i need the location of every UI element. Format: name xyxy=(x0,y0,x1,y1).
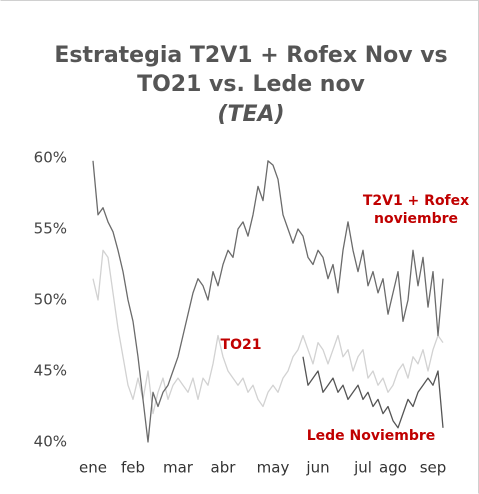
chart-title: Estrategia T2V1 + Rofex Nov vs xyxy=(54,43,447,68)
y-tick-label: 40% xyxy=(34,433,67,451)
series-label: T2V1 + Rofex noviembre xyxy=(362,193,470,227)
x-tick-label: feb xyxy=(121,459,145,477)
x-tick-label: ene xyxy=(79,459,107,477)
x-tick-label: jul xyxy=(353,459,372,477)
y-tick-label: 45% xyxy=(34,362,67,380)
series-label: TO21 xyxy=(220,337,262,353)
x-tick-label: mar xyxy=(163,459,194,477)
chart-title: TO21 vs. Lede nov xyxy=(137,72,365,97)
x-tick-label: ago xyxy=(379,459,407,477)
x-tick-label: abr xyxy=(211,459,237,477)
y-tick-label: 50% xyxy=(34,291,67,309)
chart-subtitle: (TEA) xyxy=(217,102,284,127)
x-tick-label: sep xyxy=(420,459,447,477)
series-label: Lede Noviembre xyxy=(306,428,436,444)
line-series xyxy=(302,356,444,429)
line-series xyxy=(92,160,444,443)
x-tick-label: may xyxy=(257,459,290,477)
x-tick-label: jun xyxy=(305,459,329,477)
line-series xyxy=(92,249,444,415)
y-tick-label: 55% xyxy=(34,220,67,238)
y-tick-label: 60% xyxy=(34,149,67,167)
